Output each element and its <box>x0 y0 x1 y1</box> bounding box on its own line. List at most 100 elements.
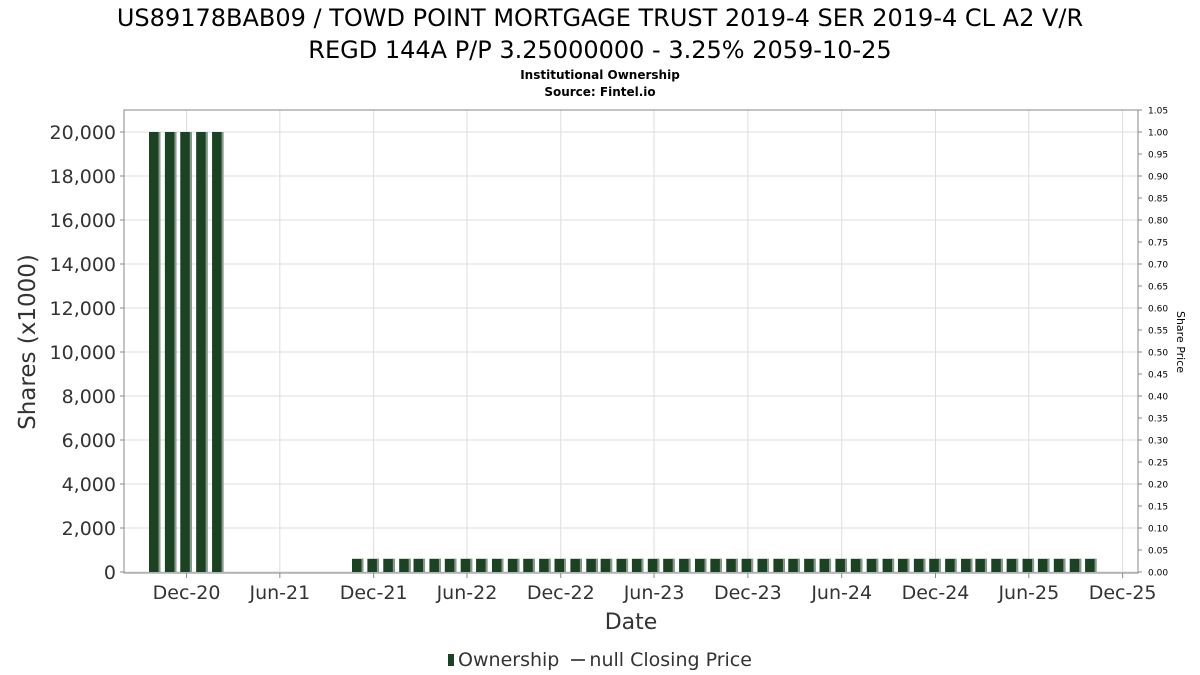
y2-tick-label: 0.25 <box>1148 459 1168 469</box>
ownership-bar-highlight <box>501 558 504 572</box>
ownership-bar <box>212 132 224 572</box>
ownership-bar <box>804 558 816 572</box>
chart-source: Source: Fintel.io <box>544 85 656 99</box>
ownership-bar <box>507 558 520 572</box>
y2-tick-label: 1.05 <box>1148 107 1168 117</box>
legend-item-ownership[interactable]: Ownership <box>448 649 559 671</box>
ownership-bar <box>586 558 598 572</box>
ownership-bar <box>991 558 1003 572</box>
plot-area <box>123 109 1139 574</box>
ownership-bar-highlight <box>751 558 754 572</box>
ownership-bar-highlight <box>532 558 535 572</box>
ownership-bar <box>1085 558 1097 572</box>
ownership-bar-highlight <box>767 558 770 572</box>
y2-tick-label: 0.55 <box>1148 327 1168 337</box>
y2-tick-label: 0.35 <box>1148 415 1168 425</box>
ownership-bar <box>773 558 785 572</box>
x-tick-label: Dec-21 <box>340 582 408 604</box>
ownership-bar-highlight <box>813 558 816 572</box>
ownership-bar-highlight <box>517 558 520 572</box>
ownership-bar-highlight <box>438 558 441 572</box>
ownership-bar <box>600 558 613 572</box>
y2-tick-label: 0.50 <box>1148 349 1168 359</box>
y2-tick-label: 1.00 <box>1148 129 1168 139</box>
chart-subtitle: Institutional Ownership <box>520 68 680 82</box>
y2-tick-label: 0.40 <box>1148 393 1168 403</box>
x-tick-label: Dec-20 <box>153 582 221 604</box>
x-tick-label: Jun-21 <box>248 582 310 604</box>
price-line-swatch <box>571 659 586 661</box>
ownership-bar-highlight <box>1079 558 1082 572</box>
ownership-bar-highlight <box>657 558 660 572</box>
ownership-bar-highlight <box>205 132 208 572</box>
ownership-bar-highlight <box>719 558 722 572</box>
ownership-bar <box>1037 558 1050 572</box>
ownership-bar-highlight <box>641 558 644 572</box>
ownership-bar-highlight <box>923 558 926 572</box>
y2-axis-ticks: 0.00 0.05 0.10 0.15 0.20 0.25 0.30 0.35 0.40 0.45… <box>1138 107 1168 579</box>
ownership-bar-highlight <box>1016 558 1019 572</box>
ownership-bar <box>444 558 457 572</box>
y-tick-label: 18,000 <box>50 166 116 188</box>
ownership-bar <box>897 558 910 572</box>
y-tick-label: 6,000 <box>62 430 116 452</box>
y-tick-label: 14,000 <box>50 254 116 276</box>
ownership-bar-highlight <box>470 558 473 572</box>
ownership-bar-highlight <box>189 132 192 572</box>
ownership-bar-highlight <box>1047 558 1050 572</box>
ownership-bar <box>539 558 551 572</box>
y-tick-label: 0 <box>104 562 116 584</box>
ownership-bar-highlight <box>579 558 582 572</box>
ownership-bar <box>929 558 941 572</box>
x-tick-label: Dec-22 <box>527 582 595 604</box>
ownership-swatch <box>448 654 455 666</box>
ownership-bar <box>663 558 675 572</box>
ownership-bar <box>850 558 863 572</box>
x-tick-label: Jun-22 <box>436 582 498 604</box>
y-axis-ticks: 0 2,000 4,000 6,000 8,000 10,000 12,000 14,000 1… <box>50 122 124 584</box>
y-tick-label: 20,000 <box>50 122 116 144</box>
legend-item-price[interactable]: null Closing Price <box>565 649 752 671</box>
y-tick-label: 4,000 <box>62 474 116 496</box>
ownership-bar-highlight <box>564 558 567 572</box>
ownership-bar-highlight <box>860 558 863 572</box>
ownership-bar-highlight <box>892 558 895 572</box>
y2-axis-label: Share Price <box>1174 311 1187 373</box>
ownership-bar <box>523 558 535 572</box>
ownership-bar <box>352 558 364 572</box>
ownership-bar <box>491 558 504 572</box>
y-tick-label: 12,000 <box>50 298 116 320</box>
ownership-bar-highlight <box>221 132 224 572</box>
ownership-bar <box>399 558 411 572</box>
chart-title-line-2: REGD 144A P/P 3.25000000 - 3.25% 2059-10… <box>308 36 892 64</box>
ownership-bar-highlight <box>876 558 879 572</box>
legend-label-price: null Closing Price <box>589 648 752 671</box>
ownership-bar <box>367 558 379 572</box>
ownership-bar <box>913 558 926 572</box>
x-tick-label: Dec-24 <box>902 582 970 604</box>
ownership-bar <box>647 558 660 572</box>
ownership-bar <box>961 558 973 572</box>
y2-tick-label: 0.90 <box>1148 173 1168 183</box>
y-tick-label: 8,000 <box>62 386 116 408</box>
y2-tick-label: 0.00 <box>1148 569 1168 579</box>
ownership-bar <box>413 558 426 572</box>
y2-tick-label: 0.65 <box>1148 283 1168 293</box>
ownership-bar <box>149 132 161 572</box>
ownership-bar <box>819 558 832 572</box>
ownership-bar <box>383 558 395 572</box>
chart-legend: Ownership null Closing Price <box>0 648 1200 671</box>
ownership-bar <box>694 558 707 572</box>
ownership-bar-highlight <box>954 558 957 572</box>
ownership-bar-highlight <box>485 558 488 572</box>
ownership-bar-highlight <box>174 132 177 572</box>
ownership-bar-highlight <box>672 558 675 572</box>
ownership-bar-highlight <box>376 558 379 572</box>
ownership-bar <box>679 558 691 572</box>
ownership-bar-highlight <box>844 558 847 572</box>
y2-tick-label: 0.60 <box>1148 305 1168 315</box>
ownership-bar <box>741 558 754 572</box>
y-tick-label: 2,000 <box>62 518 116 540</box>
y2-tick-label: 0.45 <box>1148 371 1168 381</box>
